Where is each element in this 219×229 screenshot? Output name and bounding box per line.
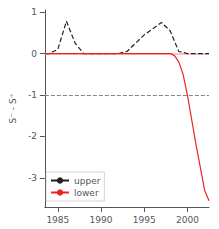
svg-text:1995: 1995 <box>133 215 156 225</box>
svg-text:upper: upper <box>74 176 101 186</box>
svg-text:-2: -2 <box>28 131 37 141</box>
svg-text:S⁻ - S⁺: S⁻ - S⁺ <box>8 93 18 123</box>
svg-text:-3: -3 <box>28 173 37 183</box>
svg-text:0: 0 <box>31 49 37 59</box>
svg-text:1990: 1990 <box>90 215 113 225</box>
svg-text:1: 1 <box>31 7 37 17</box>
svg-text:1985: 1985 <box>46 215 69 225</box>
svg-text:-1: -1 <box>28 90 37 100</box>
svg-text:lower: lower <box>74 188 99 198</box>
svg-text:2000: 2000 <box>176 215 199 225</box>
